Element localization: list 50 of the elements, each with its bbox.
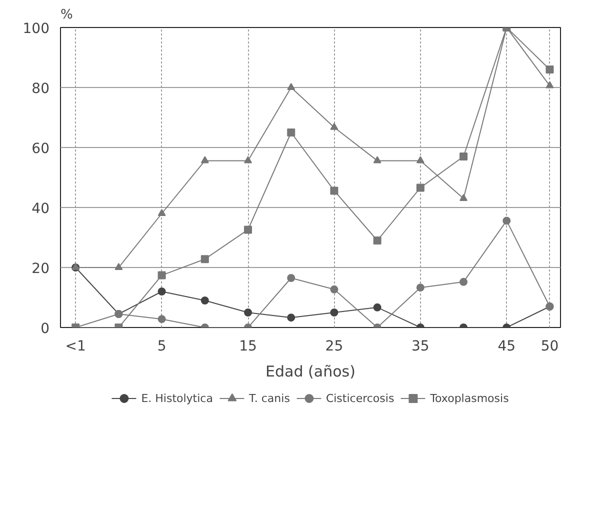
y-axis-title: % bbox=[60, 8, 73, 22]
legend-label: E. Histolytica bbox=[141, 392, 213, 404]
x-tick-label: 25 bbox=[325, 338, 344, 354]
point bbox=[287, 128, 296, 136]
point bbox=[416, 184, 424, 192]
point bbox=[158, 208, 166, 216]
y-tick-label: 80 bbox=[32, 81, 50, 97]
point bbox=[330, 122, 338, 130]
point bbox=[244, 156, 252, 164]
y-tick-label: 100 bbox=[22, 21, 50, 37]
point bbox=[287, 314, 296, 322]
x-axis-title: Edad (años) bbox=[266, 362, 356, 380]
point bbox=[416, 156, 424, 164]
legend-label: T. canis bbox=[248, 392, 290, 404]
y-tick-label: 0 bbox=[40, 321, 50, 337]
x-tick-label: <1 bbox=[65, 338, 86, 354]
point bbox=[244, 226, 252, 234]
point bbox=[373, 303, 382, 312]
point bbox=[502, 216, 511, 225]
point bbox=[200, 296, 209, 304]
point bbox=[330, 285, 338, 294]
x-tick-label: 50 bbox=[540, 338, 559, 354]
point bbox=[373, 156, 382, 164]
y-tick-label: 20 bbox=[32, 261, 50, 277]
point bbox=[158, 271, 166, 280]
y-tick-label: 40 bbox=[32, 201, 50, 217]
point bbox=[460, 278, 468, 286]
point bbox=[546, 66, 554, 74]
y-tick-label: 60 bbox=[32, 141, 50, 157]
point bbox=[416, 284, 424, 292]
point bbox=[460, 152, 468, 160]
x-tick-label: 5 bbox=[157, 338, 166, 354]
x-tick-label: 15 bbox=[239, 338, 257, 354]
point bbox=[546, 81, 554, 88]
point bbox=[244, 308, 252, 316]
point bbox=[158, 288, 166, 296]
point bbox=[287, 274, 296, 282]
point bbox=[460, 194, 468, 202]
point bbox=[158, 315, 166, 324]
legend-label: Cisticercosis bbox=[326, 392, 394, 404]
point bbox=[200, 156, 209, 164]
point bbox=[287, 82, 296, 90]
x-tick-label: 45 bbox=[498, 338, 516, 354]
point bbox=[330, 308, 338, 316]
x-tick-label: 35 bbox=[412, 338, 430, 354]
point bbox=[373, 236, 382, 244]
point bbox=[330, 186, 338, 195]
legend-label: Toxoplasmosis bbox=[430, 392, 509, 404]
point bbox=[200, 255, 209, 264]
point bbox=[114, 262, 123, 270]
